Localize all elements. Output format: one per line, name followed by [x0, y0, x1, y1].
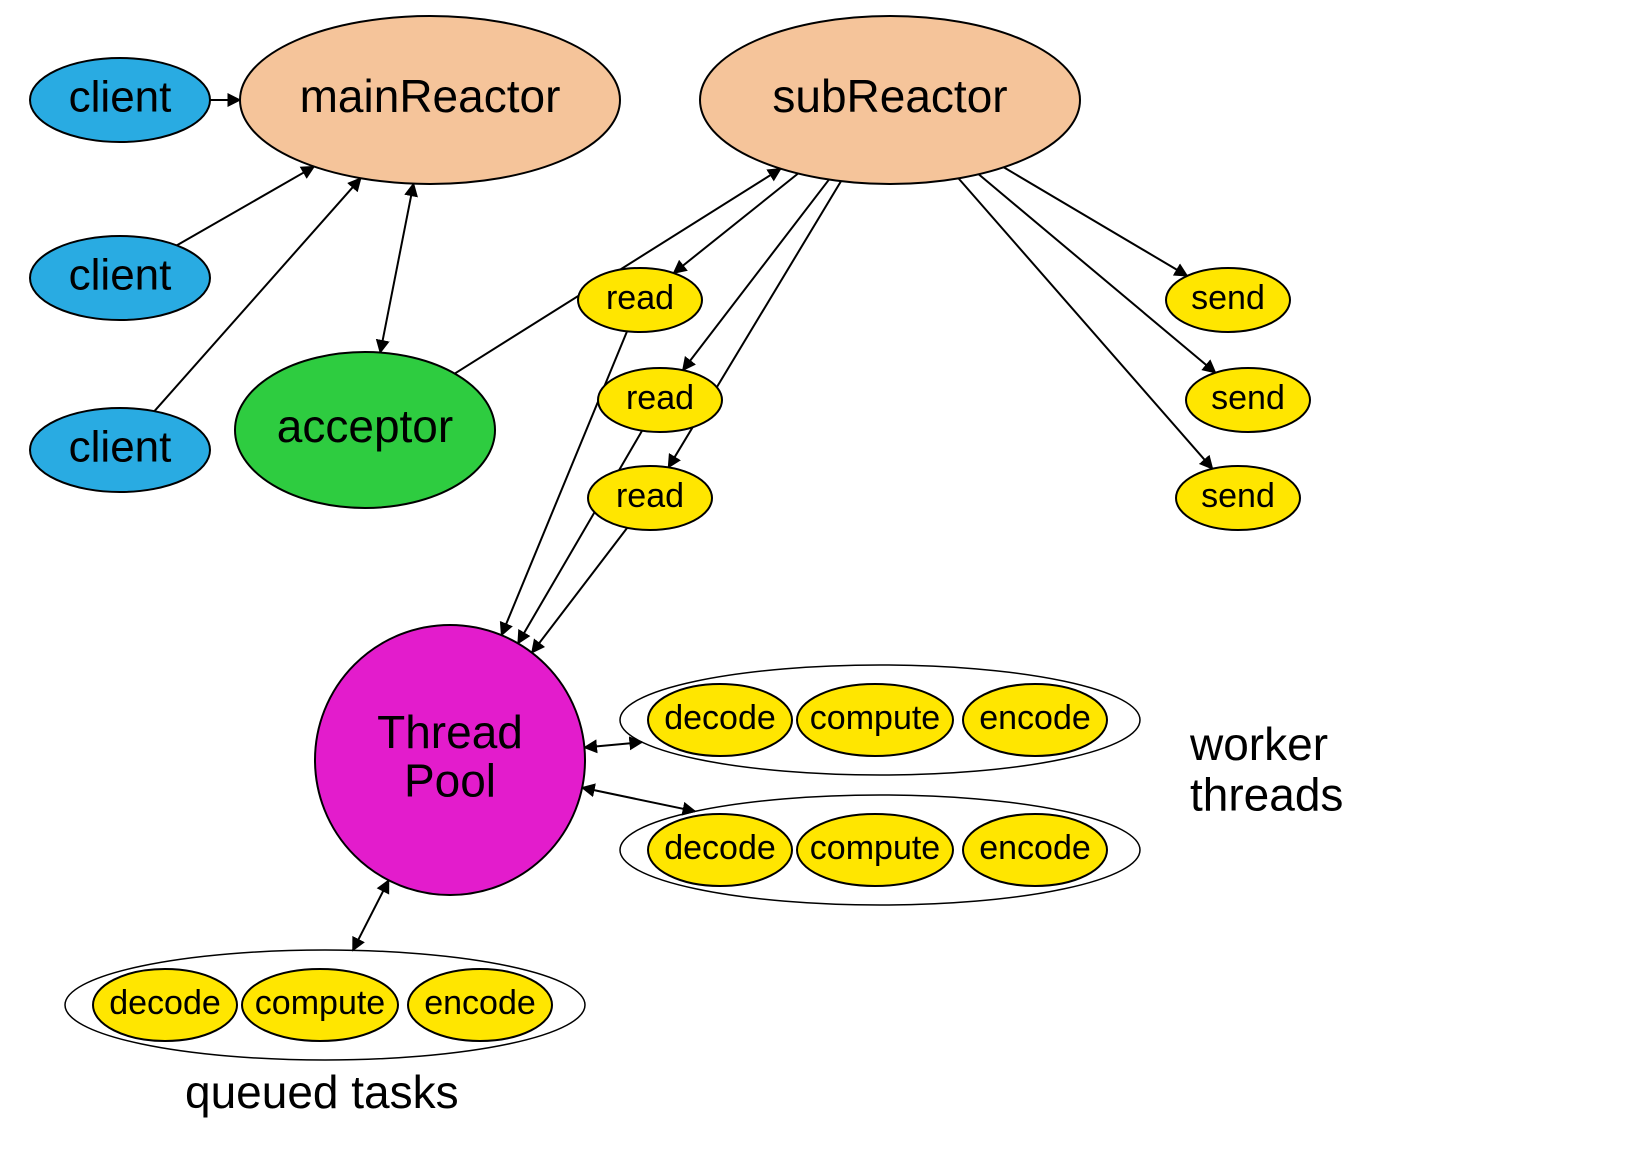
- node-label-send3: send: [1201, 477, 1275, 515]
- node-label-send1: send: [1191, 279, 1265, 317]
- label-queuedTasks: queued tasks: [185, 1066, 459, 1118]
- edge-threadPool-worker1: [584, 742, 642, 747]
- node-label-qcompute: compute: [255, 984, 385, 1022]
- node-label-w2compute: compute: [810, 829, 940, 867]
- node-label-w1compute: compute: [810, 699, 940, 737]
- edge-subReactor-send1: [1004, 167, 1188, 276]
- node-label-client3: client: [69, 423, 172, 472]
- node-label-acceptor: acceptor: [277, 400, 453, 452]
- label-workerThreads: workerthreads: [1189, 718, 1343, 821]
- edge-read3-threadPool: [532, 528, 627, 653]
- node-label-w2decode: decode: [664, 829, 776, 867]
- node-label-send2: send: [1211, 379, 1285, 417]
- edge-read2-threadPool: [518, 431, 642, 644]
- edge-subReactor-send2: [979, 174, 1216, 372]
- node-label-qencode: encode: [424, 984, 536, 1022]
- node-label-mainReactor: mainReactor: [300, 70, 561, 122]
- node-label-read1: read: [606, 279, 674, 317]
- edge-threadPool-worker2: [582, 788, 695, 812]
- edge-threadPool-queued: [353, 880, 389, 950]
- node-label-client1: client: [69, 73, 172, 122]
- node-label-w1decode: decode: [664, 699, 776, 737]
- edge-subReactor-send3: [959, 178, 1213, 468]
- node-label-w1encode: encode: [979, 699, 1091, 737]
- node-label-read2: read: [626, 379, 694, 417]
- node-label-client2: client: [69, 251, 172, 300]
- node-label-qdecode: decode: [109, 984, 221, 1022]
- reactor-diagram: client client client mainReactor subReactor a…: [0, 0, 1652, 1154]
- node-label-subReactor: subReactor: [772, 70, 1007, 122]
- edge-mainReactor-acceptor: [380, 184, 413, 353]
- edge-client2-mainReactor: [177, 167, 314, 246]
- node-label-w2encode: encode: [979, 829, 1091, 867]
- node-label-read3: read: [616, 477, 684, 515]
